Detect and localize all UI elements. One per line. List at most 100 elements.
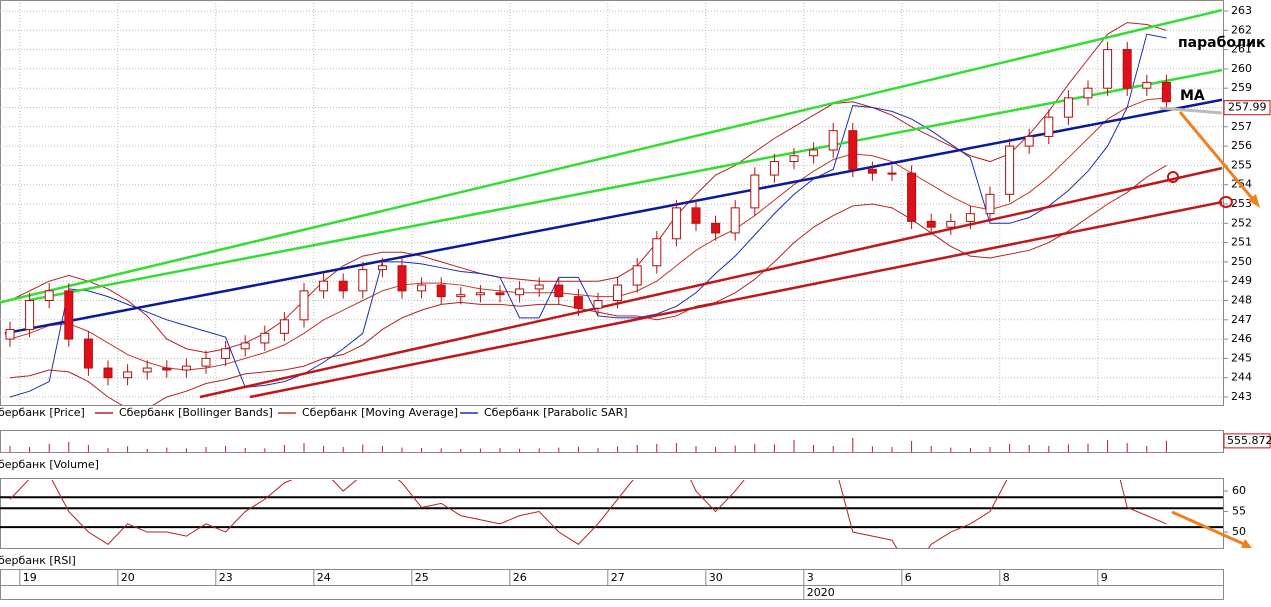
y-tick-label: 249 bbox=[1231, 274, 1252, 287]
y-tick-label: 50 bbox=[1232, 525, 1246, 538]
candle-body bbox=[907, 172, 917, 222]
overlay-layer: 2432442452462472482492502512522532542552… bbox=[0, 4, 1271, 600]
candle-body bbox=[769, 161, 779, 176]
candle-body bbox=[848, 130, 858, 170]
y-tick-label: 55 bbox=[1232, 505, 1246, 518]
legend-label: Сбербанк [Moving Average] bbox=[302, 406, 458, 419]
bollinger-upper bbox=[9, 22, 1167, 354]
candle-body bbox=[652, 238, 662, 267]
candle-body bbox=[632, 265, 642, 286]
candle-body bbox=[221, 348, 231, 359]
candle-body bbox=[338, 280, 348, 292]
candle-body bbox=[515, 288, 525, 296]
candle-body bbox=[730, 207, 740, 234]
trendline bbox=[29, 68, 1223, 302]
trendline bbox=[0, 8, 1223, 304]
candle-body bbox=[828, 130, 838, 151]
candle-body bbox=[103, 367, 113, 379]
candle-body bbox=[1083, 87, 1093, 99]
trendline bbox=[199, 166, 1223, 399]
rsi-layer bbox=[0, 480, 1223, 548]
y-tick-label: 248 bbox=[1231, 294, 1252, 307]
annotation: параболик bbox=[1178, 35, 1266, 51]
y-tick-label: 246 bbox=[1231, 332, 1252, 345]
y-tick-label: 263 bbox=[1231, 4, 1252, 17]
candle-body bbox=[926, 220, 936, 228]
rsi-panel bbox=[0, 478, 1224, 549]
candle-body bbox=[1103, 49, 1113, 89]
candle-body bbox=[750, 174, 760, 209]
arrow bbox=[1171, 510, 1247, 547]
candle-body bbox=[1044, 116, 1054, 137]
parabolic-sar bbox=[9, 33, 1167, 398]
price-tag bbox=[1223, 100, 1271, 116]
date-label: 3 bbox=[807, 571, 814, 584]
price-tag-label: 257.99 bbox=[1228, 101, 1267, 114]
candle-body bbox=[319, 280, 329, 292]
candle-body bbox=[613, 284, 623, 301]
candle-body bbox=[554, 284, 564, 298]
y-tick-label: 243 bbox=[1231, 390, 1252, 403]
candle-body bbox=[377, 265, 387, 271]
candle-body bbox=[671, 207, 681, 240]
date-label: 9 bbox=[1101, 571, 1108, 584]
date-label: 20 bbox=[121, 571, 135, 584]
candle-body bbox=[573, 296, 583, 309]
candle-body bbox=[691, 207, 701, 224]
y-tick-label: 262 bbox=[1231, 23, 1252, 36]
y-tick-label: 257 bbox=[1231, 120, 1252, 133]
candle-body bbox=[181, 365, 191, 371]
y-tick-label: 255 bbox=[1231, 158, 1252, 171]
arrow-head bbox=[1248, 194, 1260, 208]
marker-circle bbox=[1167, 171, 1179, 183]
y-tick-label: 245 bbox=[1231, 351, 1252, 364]
volume-panel bbox=[0, 430, 1224, 453]
candle-body bbox=[436, 284, 446, 298]
candle-body bbox=[456, 294, 466, 298]
candle-body bbox=[475, 292, 485, 296]
legend-label: Сбербанк [Parabolic SAR] bbox=[484, 406, 628, 419]
candle-body bbox=[534, 284, 544, 290]
y-tick-label: 260 bbox=[1231, 62, 1252, 75]
candle-body bbox=[1024, 135, 1034, 147]
candle-body bbox=[240, 342, 250, 350]
candle-body bbox=[711, 222, 721, 234]
date-label: 30 bbox=[709, 571, 723, 584]
candle-body bbox=[1063, 97, 1073, 118]
candle-body bbox=[593, 300, 603, 309]
y-tick-label: 256 bbox=[1231, 139, 1252, 152]
candle-body bbox=[358, 269, 368, 292]
date-label: 19 bbox=[23, 571, 37, 584]
candle-body bbox=[1122, 49, 1132, 89]
date-label: 23 bbox=[219, 571, 233, 584]
date-label: 25 bbox=[415, 571, 429, 584]
legend-label: бербанк [Price] bbox=[0, 406, 85, 419]
arrow bbox=[1178, 111, 1258, 204]
y-tick-label: 247 bbox=[1231, 313, 1252, 326]
candle-body bbox=[279, 319, 289, 334]
candle-body bbox=[142, 367, 152, 373]
date-label: 6 bbox=[905, 571, 912, 584]
candle-body bbox=[1005, 145, 1015, 195]
candle-body bbox=[809, 149, 819, 157]
date-panel bbox=[0, 569, 1224, 600]
candle-body bbox=[985, 193, 995, 215]
date-label: 26 bbox=[513, 571, 527, 584]
candle-body bbox=[1142, 81, 1152, 89]
ma-extension bbox=[1159, 106, 1223, 115]
y-tick-label: 60 bbox=[1232, 484, 1246, 497]
candle-body bbox=[867, 168, 877, 174]
arrow-head bbox=[1241, 539, 1252, 548]
candle-body bbox=[260, 332, 270, 344]
candle-body bbox=[25, 300, 35, 330]
marker-circle bbox=[1219, 196, 1233, 208]
candle-body bbox=[162, 367, 172, 371]
y-tick-label: 259 bbox=[1231, 81, 1252, 94]
trendline bbox=[249, 200, 1223, 399]
trendline bbox=[4, 98, 1223, 335]
candle-body bbox=[64, 290, 74, 340]
candle-body bbox=[965, 213, 975, 222]
year-label: 2020 bbox=[807, 586, 835, 599]
y-tick-label: 244 bbox=[1231, 371, 1252, 384]
volume-tag-label: 555.872 bbox=[1227, 434, 1271, 447]
